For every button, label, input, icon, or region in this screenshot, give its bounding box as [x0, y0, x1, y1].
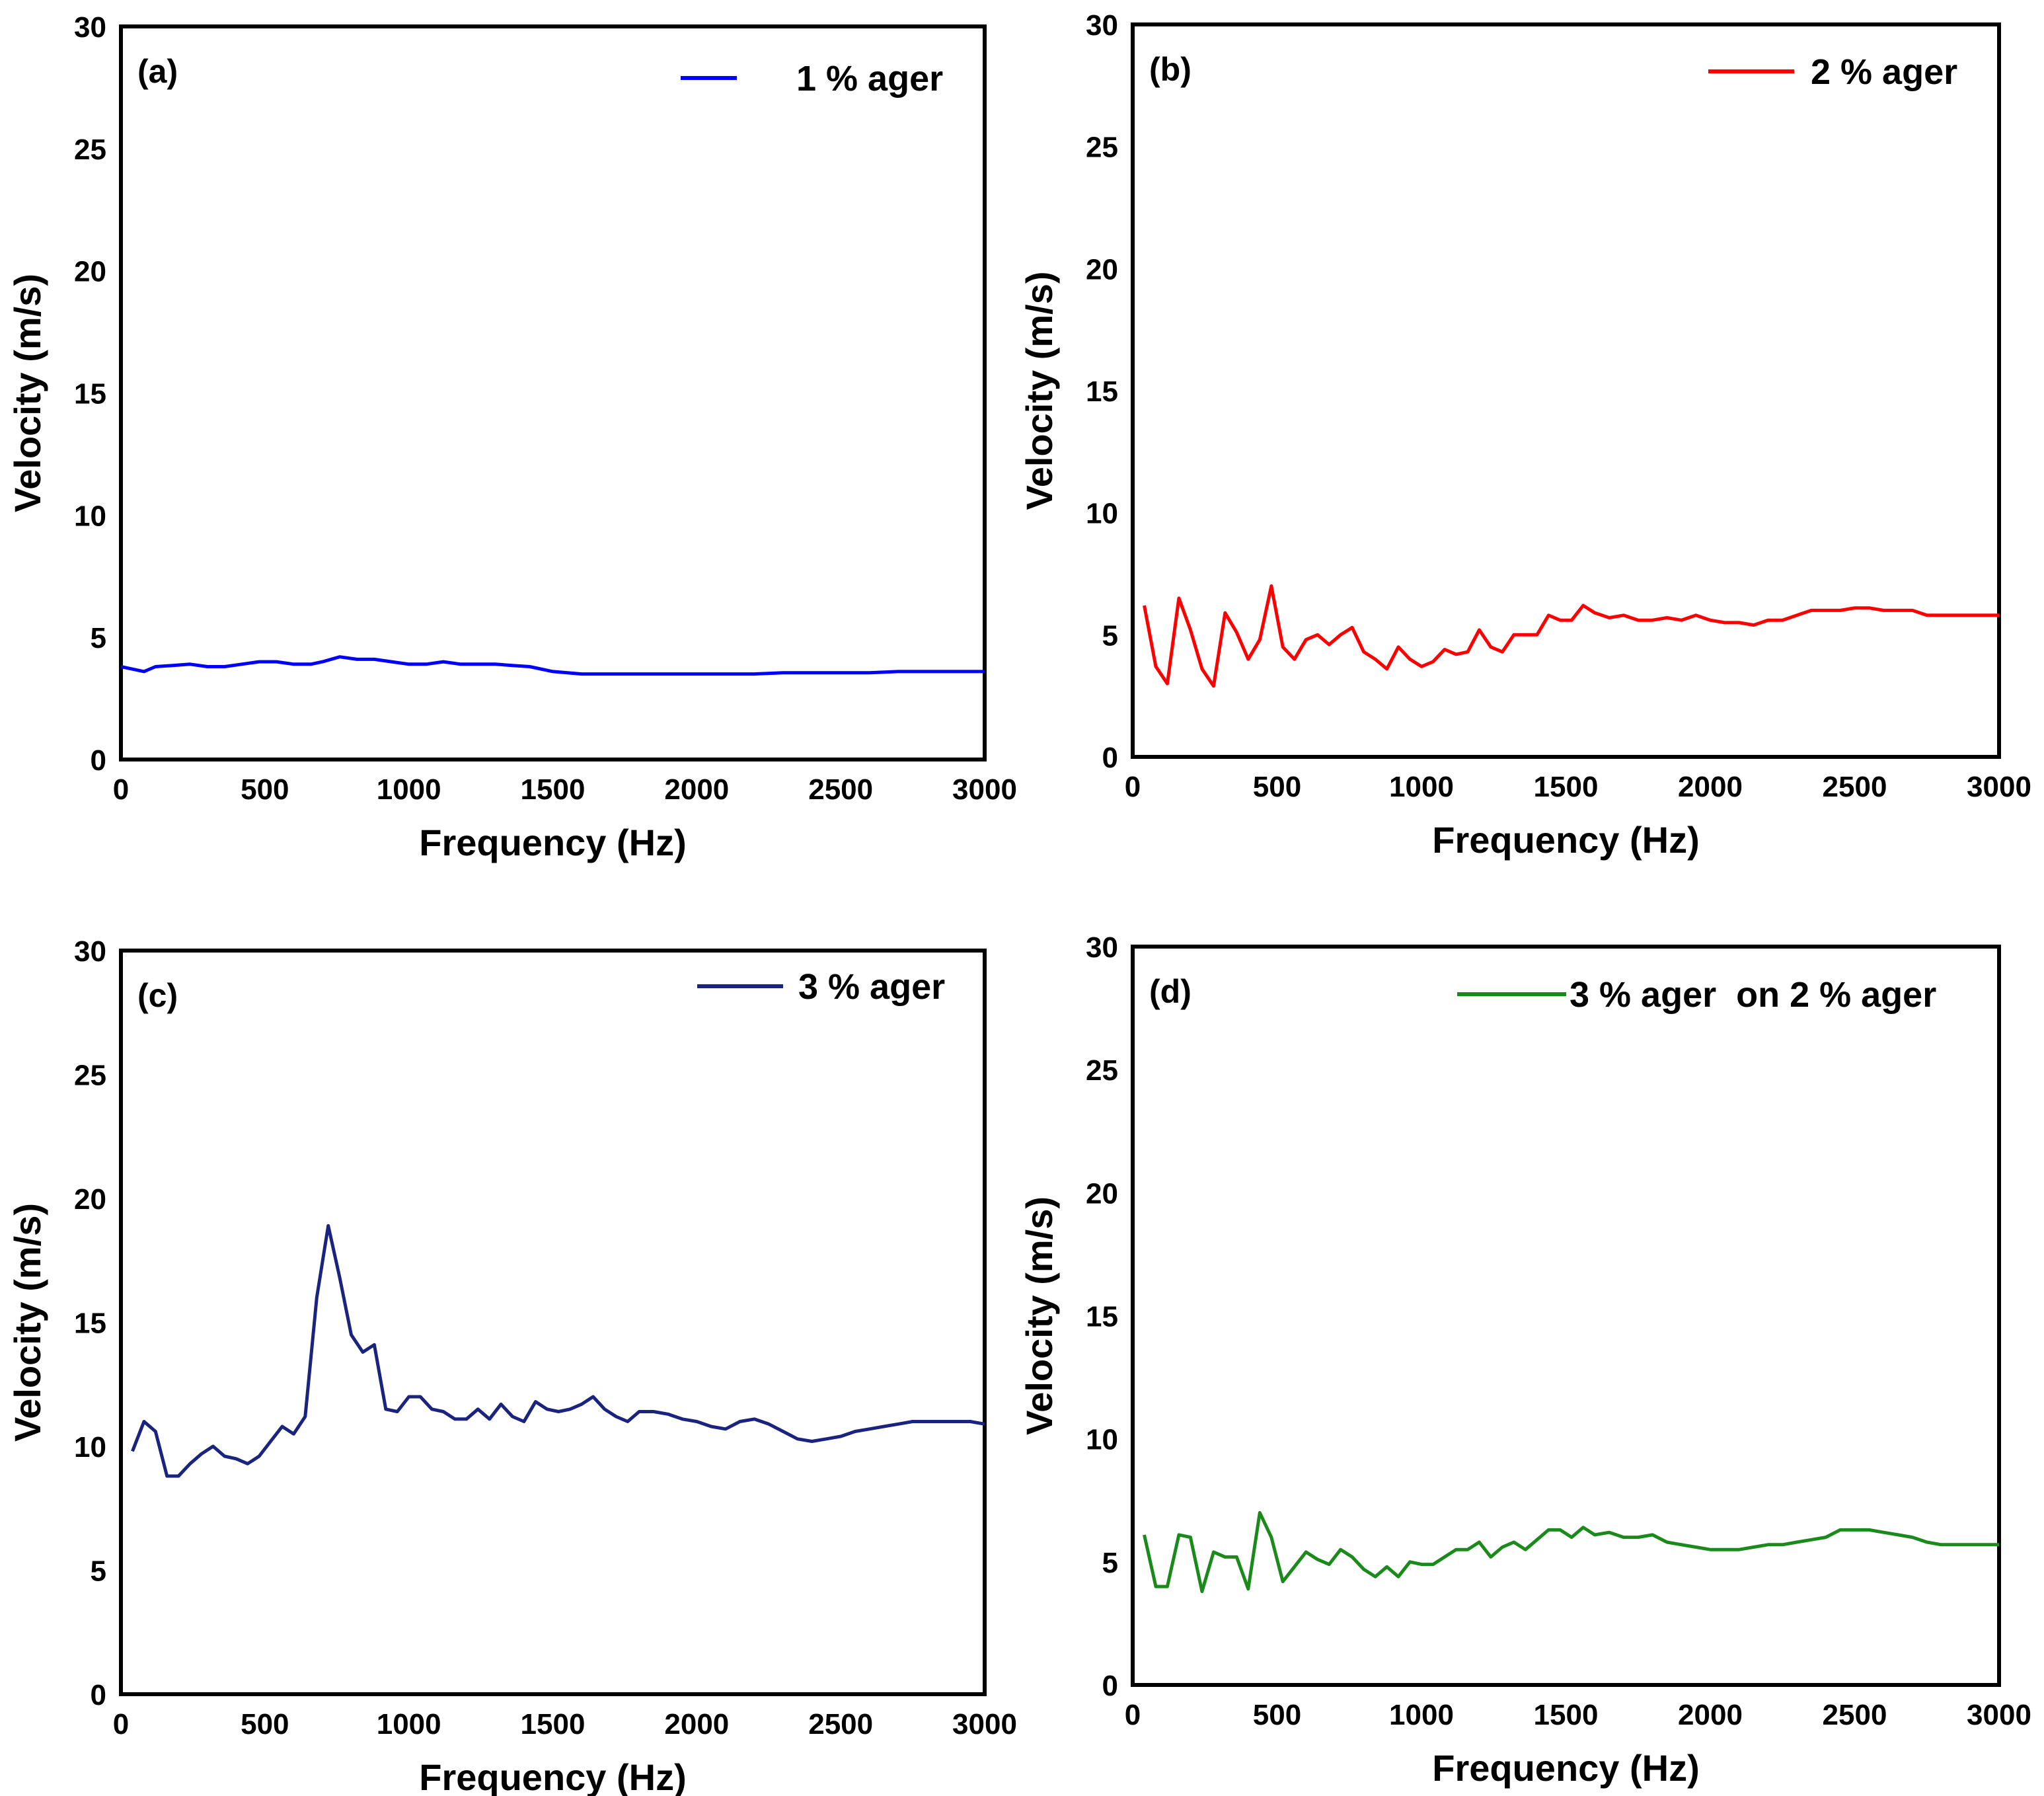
y-tick-label: 5: [91, 622, 106, 654]
y-tick-label: 20: [74, 1183, 106, 1216]
y-tick-label: 20: [74, 256, 106, 288]
legend-label: 3 % ager on 2 % ager: [1570, 975, 1936, 1015]
x-tick-label: 0: [113, 1708, 129, 1740]
y-tick-label: 15: [1086, 375, 1118, 408]
x-tick-label: 2000: [1678, 1699, 1743, 1731]
y-tick-label: 20: [1086, 253, 1118, 286]
x-tick-label: 3000: [1967, 1699, 2031, 1731]
y-tick-label: 10: [1086, 1424, 1118, 1456]
panel-label: (d): [1149, 973, 1192, 1010]
y-tick-label: 30: [1086, 9, 1118, 42]
plot-frame: [1131, 945, 2001, 1687]
y-tick-label: 30: [1086, 931, 1118, 964]
y-axis-label: Velocity (m/s): [1018, 1196, 1060, 1435]
y-axis-label: Velocity (m/s): [7, 1203, 48, 1442]
legend-label: 1 % ager: [796, 59, 943, 98]
legend-label: 2 % ager: [1811, 52, 1957, 92]
x-tick-label: 0: [1125, 1699, 1141, 1731]
x-tick-label: 500: [1253, 1699, 1301, 1731]
legend-label: 3 % ager: [798, 967, 945, 1007]
x-tick-label: 3000: [952, 773, 1017, 806]
x-tick-label: 1500: [1534, 771, 1599, 803]
y-tick-label: 0: [91, 744, 106, 777]
x-tick-label: 500: [1253, 771, 1301, 803]
chart-panel-4: 0 500 1000 1500 2000 2500 3000 0 5 10 15 20 25 30 Freq…: [1018, 931, 2031, 1789]
y-tick-label: 0: [91, 1679, 106, 1711]
x-tick-label: 1000: [1389, 771, 1454, 803]
y-axis-label: Velocity (m/s): [1018, 271, 1060, 510]
x-axis-label: Frequency (Hz): [1432, 1747, 1700, 1789]
x-axis-label: Frequency (Hz): [1432, 819, 1700, 861]
panel-label: (b): [1149, 51, 1192, 88]
x-tick-label: 2000: [664, 1708, 729, 1740]
panel-label: (c): [137, 977, 178, 1014]
y-tick-label: 20: [1086, 1177, 1118, 1210]
x-tick-label: 3000: [1967, 771, 2031, 803]
y-tick-label: 5: [91, 1555, 106, 1588]
y-tick-label: 15: [1086, 1301, 1118, 1333]
x-tick-label: 2500: [1823, 771, 1887, 803]
series-line: [131, 1224, 985, 1478]
panel-label: (a): [137, 53, 178, 90]
x-axis-label: Frequency (Hz): [419, 1756, 687, 1796]
y-tick-label: 10: [74, 500, 106, 532]
plot-frame: [1131, 22, 2001, 759]
chart-panel-1: 0 500 1000 1500 2000 2500 3000 0 5 10 15 20 25 30 Freq…: [7, 11, 1017, 863]
chart-panel-3: 0 500 1000 1500 2000 2500 3000 0 5 10 15 20 25 30 Freq…: [7, 935, 1017, 1796]
x-tick-label: 1000: [1389, 1699, 1454, 1731]
plot-frame: [119, 24, 987, 761]
x-tick-label: 2500: [1823, 1699, 1887, 1731]
x-tick-label: 1500: [521, 1708, 586, 1740]
series-line: [120, 655, 985, 676]
x-tick-label: 2000: [1678, 771, 1743, 803]
y-tick-label: 10: [74, 1431, 106, 1464]
y-tick-label: 5: [1102, 619, 1118, 652]
x-tick-label: 1500: [1534, 1699, 1599, 1731]
x-tick-label: 2500: [808, 1708, 873, 1740]
y-tick-label: 25: [1086, 132, 1118, 164]
series-line: [1143, 584, 1999, 688]
x-tick-label: 1000: [377, 1708, 441, 1740]
x-tick-label: 1500: [521, 773, 586, 806]
y-tick-label: 15: [74, 378, 106, 410]
x-tick-label: 2500: [808, 773, 873, 806]
y-tick-label: 30: [74, 11, 106, 44]
y-tick-label: 5: [1102, 1547, 1118, 1579]
x-tick-label: 500: [241, 773, 289, 806]
y-tick-label: 0: [1102, 742, 1118, 774]
y-tick-label: 30: [74, 935, 106, 968]
y-tick-label: 0: [1102, 1670, 1118, 1702]
y-axis-label: Velocity (m/s): [7, 274, 48, 512]
x-tick-label: 500: [241, 1708, 289, 1740]
y-tick-label: 25: [1086, 1054, 1118, 1087]
series-line: [1143, 1510, 1999, 1593]
y-tick-label: 25: [74, 1060, 106, 1092]
plot-frame: [119, 949, 987, 1696]
x-tick-label: 0: [1125, 771, 1141, 803]
x-tick-label: 0: [113, 773, 129, 806]
chart-panel-2: 0 500 1000 1500 2000 2500 3000 0 5 10 15 20 25 30 Freq…: [1018, 9, 2031, 861]
x-tick-label: 3000: [952, 1708, 1017, 1740]
x-axis-label: Frequency (Hz): [419, 822, 687, 863]
y-tick-label: 10: [1086, 498, 1118, 530]
x-tick-label: 2000: [664, 773, 729, 806]
y-tick-label: 25: [74, 134, 106, 166]
x-tick-label: 1000: [377, 773, 441, 806]
y-tick-label: 15: [74, 1308, 106, 1340]
